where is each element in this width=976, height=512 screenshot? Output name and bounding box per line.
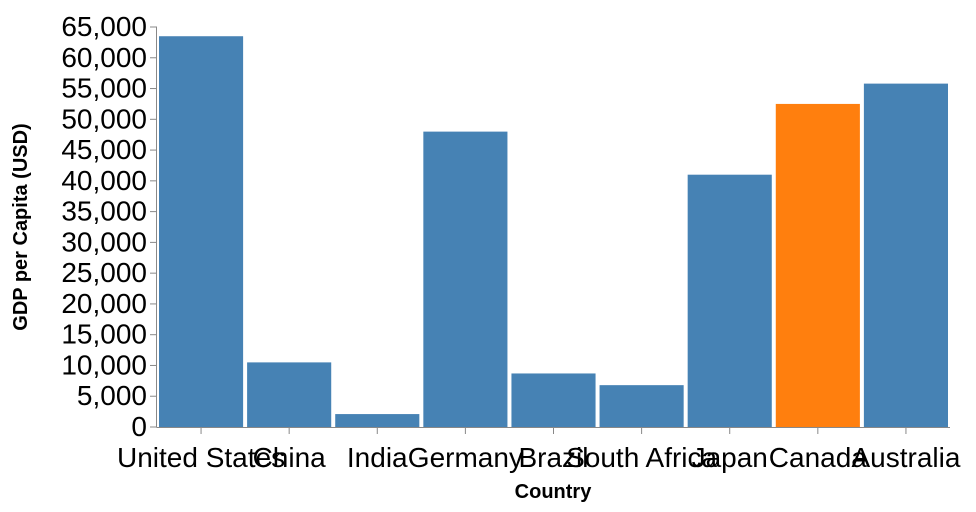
y-tick-label: 0: [131, 411, 147, 442]
y-tick-label: 55,000: [61, 73, 147, 104]
x-tick-label: Australia: [851, 442, 960, 473]
y-tick-label: 30,000: [61, 226, 147, 257]
x-axis-title: Country: [515, 481, 593, 503]
y-tick-label: 40,000: [61, 165, 147, 196]
bars: [159, 36, 948, 427]
x-tick-label: Japan: [692, 442, 768, 473]
y-tick-label: 45,000: [61, 134, 147, 165]
bar-india[interactable]: [335, 414, 420, 427]
x-tick-label: United States: [117, 442, 285, 473]
y-tick-label: 50,000: [61, 103, 147, 134]
y-tick-label: 20,000: [61, 288, 147, 319]
y-axis: 05,00010,00015,00020,00025,00030,00035,0…: [61, 11, 157, 442]
bar-australia[interactable]: [863, 83, 948, 427]
y-tick-label: 35,000: [61, 196, 147, 227]
bar-germany[interactable]: [423, 131, 508, 427]
y-tick-label: 5,000: [77, 380, 147, 411]
y-tick-label: 15,000: [61, 319, 147, 350]
x-tick-label: South Africa: [566, 442, 717, 473]
bar-china[interactable]: [247, 362, 332, 427]
x-tick-label: Germany: [408, 442, 523, 473]
y-tick-label: 65,000: [61, 11, 147, 42]
y-tick-label: 25,000: [61, 257, 147, 288]
y-tick-label: 60,000: [61, 42, 147, 73]
bar-brazil[interactable]: [511, 373, 596, 427]
y-tick-label: 10,000: [61, 349, 147, 380]
bar-south-africa[interactable]: [599, 385, 684, 427]
x-tick-label: Canada: [769, 442, 868, 473]
x-tick-label: China: [253, 442, 327, 473]
bar-japan[interactable]: [687, 174, 772, 427]
y-axis-title: GDP per Capita (USD): [10, 123, 32, 330]
bar-canada[interactable]: [775, 103, 860, 427]
x-tick-label: Brazil: [518, 442, 588, 473]
x-tick-label: India: [347, 442, 408, 473]
bar-united-states[interactable]: [159, 36, 244, 427]
